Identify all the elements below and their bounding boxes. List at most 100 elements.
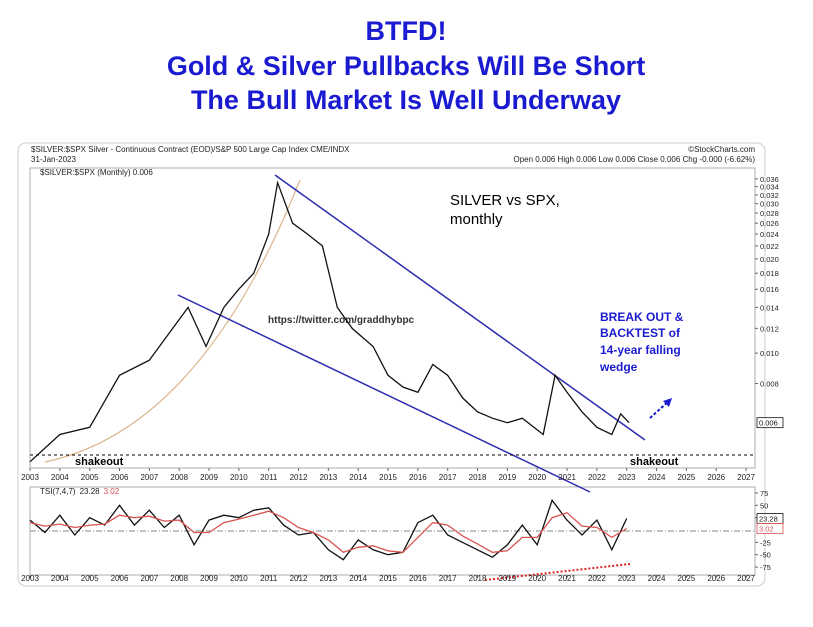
y-tick-label: 0.008 bbox=[760, 380, 779, 389]
quote: Open 0.006 High 0.006 Low 0.006 Close 0.… bbox=[514, 155, 756, 164]
x-tick-label: 2017 bbox=[439, 574, 457, 583]
x-tick-label: 2006 bbox=[111, 473, 129, 482]
last-value-box bbox=[756, 523, 784, 534]
series-line bbox=[29, 180, 630, 463]
x-tick-label: 2010 bbox=[230, 574, 248, 583]
x-tick-label: 2004 bbox=[51, 473, 69, 482]
x-tick-label: 2007 bbox=[140, 473, 158, 482]
y-tick-label: -50 bbox=[760, 551, 771, 560]
y-tick-label: 0.018 bbox=[760, 269, 779, 278]
x-tick-label: 2020 bbox=[528, 473, 546, 482]
x-tick-label: 2010 bbox=[230, 473, 248, 482]
annotation: shakeout bbox=[630, 456, 679, 468]
x-tick-label: 2018 bbox=[469, 473, 487, 482]
arrow-head bbox=[663, 398, 672, 407]
x-tick-label: 2025 bbox=[677, 574, 695, 583]
y-tick-label: 0.034 bbox=[760, 183, 779, 192]
trend-line bbox=[177, 294, 591, 493]
y-tick-label: 0.010 bbox=[760, 349, 779, 358]
x-tick-label: 2016 bbox=[409, 473, 427, 482]
x-tick-label: 2013 bbox=[319, 574, 337, 583]
x-tick-label: 2023 bbox=[618, 574, 636, 583]
x-tick-label: 2009 bbox=[200, 574, 218, 583]
annotation: BACKTEST of bbox=[600, 326, 681, 340]
x-tick-label: 2008 bbox=[170, 574, 188, 583]
x-tick-label: 2014 bbox=[349, 473, 367, 482]
tsi-legend: TSI(7,4,7) 23.28 3.02 bbox=[40, 487, 120, 496]
annotation: wedge bbox=[599, 360, 638, 374]
series-line bbox=[29, 510, 628, 554]
x-tick-label: 2016 bbox=[409, 574, 427, 583]
x-tick-label: 2011 bbox=[260, 473, 278, 482]
x-tick-label: 2003 bbox=[21, 574, 39, 583]
x-tick-label: 2003 bbox=[21, 473, 39, 482]
y-tick-label: -25 bbox=[760, 538, 771, 547]
annotation: https://twitter.com/graddhybpc bbox=[268, 315, 415, 326]
annotation: BREAK OUT & bbox=[600, 310, 684, 324]
x-tick-label: 2011 bbox=[260, 574, 278, 583]
x-tick-label: 2024 bbox=[648, 473, 666, 482]
trend-line bbox=[274, 174, 646, 441]
x-tick-label: 2022 bbox=[588, 473, 606, 482]
x-tick-label: 2024 bbox=[648, 574, 666, 583]
annotation: monthly bbox=[450, 211, 503, 228]
y-tick-label: 50 bbox=[760, 501, 768, 510]
y-tick-label: 0.032 bbox=[760, 191, 779, 200]
x-tick-label: 2020 bbox=[528, 574, 546, 583]
date: 31-Jan-2023 bbox=[31, 155, 76, 164]
x-tick-label: 2025 bbox=[677, 473, 695, 482]
x-tick-label: 2015 bbox=[379, 574, 397, 583]
y-tick-label: 0.022 bbox=[760, 242, 779, 251]
y-tick-label: 0.016 bbox=[760, 285, 779, 294]
x-tick-label: 2017 bbox=[439, 473, 457, 482]
x-tick-label: 2018 bbox=[469, 574, 487, 583]
divergence-line bbox=[484, 563, 631, 581]
x-tick-label: 2021 bbox=[558, 473, 576, 482]
x-tick-label: 2019 bbox=[498, 574, 516, 583]
x-tick-label: 2021 bbox=[558, 574, 576, 583]
y-tick-label: 0.026 bbox=[760, 219, 779, 228]
x-tick-label: 2026 bbox=[707, 473, 725, 482]
annotation: 14-year falling bbox=[600, 343, 681, 357]
x-tick-label: 2019 bbox=[498, 473, 516, 482]
parabola bbox=[44, 179, 301, 463]
y-tick-label: 0.020 bbox=[760, 255, 779, 264]
x-tick-label: 2009 bbox=[200, 473, 218, 482]
legend-value: 3.02 bbox=[104, 487, 120, 496]
x-tick-label: 2006 bbox=[111, 574, 129, 583]
last-value-label: 23.28 bbox=[759, 515, 778, 524]
x-tick-label: 2012 bbox=[290, 473, 308, 482]
x-tick-label: 2015 bbox=[379, 473, 397, 482]
y-tick-label: 0.030 bbox=[760, 200, 779, 209]
last-value-box bbox=[756, 417, 784, 429]
series-line bbox=[29, 498, 628, 561]
source: ©StockCharts.com bbox=[688, 145, 755, 154]
legend: $SILVER:$SPX (Monthly) 0.006 bbox=[40, 168, 153, 177]
x-tick-label: 2005 bbox=[81, 574, 99, 583]
x-tick-label: 2027 bbox=[737, 574, 755, 583]
x-tick-label: 2027 bbox=[737, 473, 755, 482]
y-tick-label: 0.028 bbox=[760, 209, 779, 218]
last-value-label: 0.006 bbox=[759, 419, 778, 428]
x-tick-label: 2007 bbox=[140, 574, 158, 583]
annotation: SILVER vs SPX, bbox=[450, 192, 560, 209]
x-tick-label: 2023 bbox=[618, 473, 636, 482]
price-panel bbox=[29, 167, 756, 469]
legend-value: 23.28 bbox=[80, 487, 101, 496]
y-tick-label: 0.036 bbox=[760, 175, 779, 184]
y-tick-label: 0.012 bbox=[760, 324, 779, 333]
y-tick-label: 75 bbox=[760, 489, 768, 498]
legend-name: TSI(7,4,7) bbox=[40, 487, 76, 496]
y-tick-label: 0.014 bbox=[760, 303, 779, 312]
x-tick-label: 2022 bbox=[588, 574, 606, 583]
x-tick-label: 2004 bbox=[51, 574, 69, 583]
y-tick-label: 0.024 bbox=[760, 230, 779, 239]
title-line: BTFD! bbox=[366, 16, 447, 46]
x-tick-label: 2013 bbox=[319, 473, 337, 482]
title-line: The Bull Market Is Well Underway bbox=[191, 85, 621, 115]
title-line: Gold & Silver Pullbacks Will Be Short bbox=[167, 51, 645, 81]
x-tick-label: 2012 bbox=[290, 574, 308, 583]
x-tick-label: 2008 bbox=[170, 473, 188, 482]
x-tick-label: 2026 bbox=[707, 574, 725, 583]
